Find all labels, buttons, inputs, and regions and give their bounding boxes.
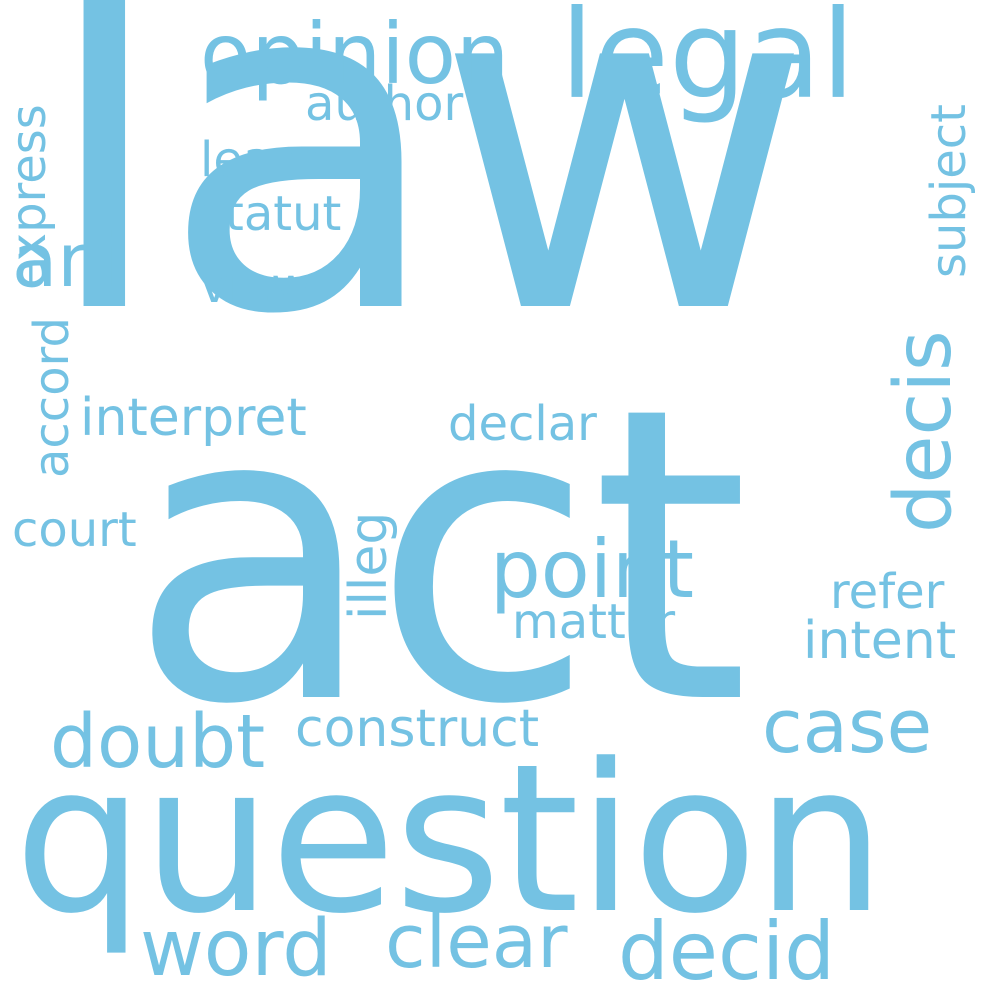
word-law: law [40,0,813,415]
word-point: point [490,523,695,616]
word-interpret: interpret [80,388,307,448]
word-illeg: illeg [339,511,399,620]
word-decid: decid [618,905,835,998]
word-doubt: doubt [50,699,266,785]
word-accord: accord [24,317,80,478]
word-statut: statut [200,186,342,242]
word-court: court [12,502,137,558]
word-act: act [128,321,750,793]
word-question: question [14,721,886,959]
word-refer: refer [830,564,945,620]
word-express: express [1,104,57,290]
word-matter: matter [512,594,676,650]
word-decis: decis [879,330,969,533]
word-legal: legal [560,0,856,126]
word-case: case [762,684,933,770]
word-author: author [305,76,464,132]
word-word: word [140,904,332,994]
word-view: view [200,258,311,314]
word-clear: clear [385,899,568,985]
word-subject: subject [921,104,977,278]
word-opinion: opinion [200,5,510,103]
word-ani: ani [12,218,125,304]
word-declar: declar [448,396,597,452]
word-construct: construct [295,699,540,759]
word-intent: intent [803,611,957,671]
word-learn: learn [200,132,322,188]
